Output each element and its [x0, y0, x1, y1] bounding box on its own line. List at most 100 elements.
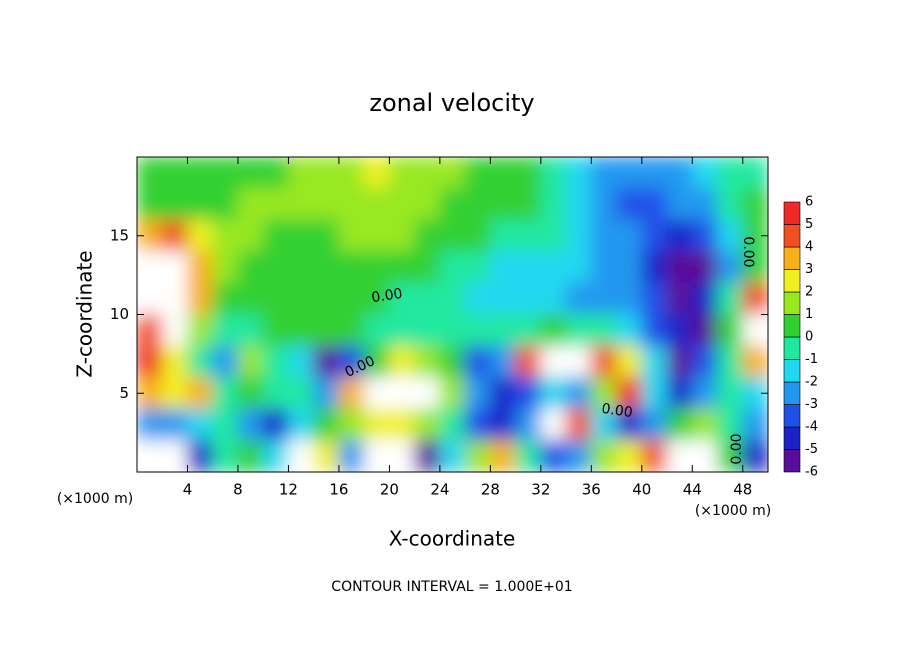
field-cell — [464, 157, 491, 189]
field-cell — [137, 251, 163, 284]
field-cell — [641, 219, 668, 252]
field-cell — [287, 251, 315, 284]
field-cell — [137, 408, 163, 441]
field-cell — [363, 440, 390, 472]
field-cell — [616, 314, 643, 347]
colorbar-label: -1 — [805, 352, 818, 367]
field-cell — [691, 314, 719, 347]
field-cell — [742, 345, 768, 378]
field-cell — [489, 157, 517, 189]
field-cell — [313, 377, 340, 410]
field-cell — [590, 188, 618, 221]
field-cell — [515, 251, 542, 284]
field-cell — [691, 188, 719, 221]
field-cell — [186, 251, 214, 284]
field-cell — [565, 188, 592, 221]
field-cell — [186, 188, 214, 221]
field-cell — [414, 314, 441, 347]
field-cell — [565, 314, 592, 347]
field-cell — [313, 251, 340, 284]
field-cell — [363, 345, 390, 378]
field-cell — [414, 282, 441, 315]
field-cell — [641, 408, 668, 441]
x-tick-label: 24 — [430, 481, 449, 499]
field-cell — [616, 219, 643, 252]
field-cell — [137, 157, 163, 189]
field-cell — [137, 440, 163, 472]
field-cell — [313, 314, 340, 347]
field-cell — [161, 188, 188, 221]
colorbar-label: 3 — [805, 262, 813, 277]
field-cell — [212, 440, 239, 472]
field-cell — [237, 157, 264, 189]
field-cell — [262, 157, 289, 189]
field-cell — [137, 345, 163, 378]
field-cell — [666, 377, 693, 410]
field-cell — [464, 188, 491, 221]
field-cell — [414, 157, 441, 189]
field-cell — [489, 440, 517, 472]
field-cell — [287, 314, 315, 347]
field-cell — [439, 188, 466, 221]
field-cell — [388, 345, 416, 378]
field-cell — [641, 440, 668, 472]
field-cell — [641, 251, 668, 284]
field-cell — [186, 157, 214, 189]
field-cell — [540, 314, 567, 347]
field-cell — [439, 314, 466, 347]
colorbar-label: -4 — [805, 420, 818, 435]
field-cell — [691, 377, 719, 410]
field-cell — [313, 219, 340, 252]
field-cell — [616, 251, 643, 284]
field-cell — [565, 408, 592, 441]
field-cell — [186, 377, 214, 410]
contour-label: 0.00 — [740, 236, 756, 267]
field-cell — [237, 282, 264, 315]
field-cell — [691, 408, 719, 441]
field-cell — [691, 219, 719, 252]
field-cell — [237, 314, 264, 347]
field-cell — [717, 251, 744, 284]
field-cell — [540, 251, 567, 284]
field-cell — [616, 282, 643, 315]
field-cell — [161, 345, 188, 378]
field-cell — [287, 345, 315, 378]
field-cell — [338, 157, 365, 189]
field-cell — [137, 314, 163, 347]
field-cell — [641, 345, 668, 378]
field-cell — [287, 377, 315, 410]
x-tick-label: 44 — [683, 481, 702, 499]
field-cell — [363, 188, 390, 221]
field-cell — [388, 440, 416, 472]
colorbar-band — [783, 291, 801, 315]
field-cell — [262, 314, 289, 347]
field-cell — [313, 408, 340, 441]
field-cell — [161, 314, 188, 347]
field-cell — [717, 377, 744, 410]
field-cell — [414, 345, 441, 378]
field-cell — [666, 219, 693, 252]
field-cell — [616, 188, 643, 221]
y-tick-label: 15 — [110, 226, 129, 244]
field-cell — [742, 251, 768, 284]
field-cell — [439, 157, 466, 189]
field-cell — [212, 282, 239, 315]
field-cell — [186, 282, 214, 315]
field-cell — [565, 345, 592, 378]
field-cell — [237, 440, 264, 472]
field-cell — [414, 408, 441, 441]
field-cell — [590, 440, 618, 472]
colorbar-label: -6 — [805, 465, 818, 480]
field-cell — [137, 188, 163, 221]
field-cell — [338, 314, 365, 347]
field-cell — [237, 251, 264, 284]
field-cell — [540, 157, 567, 189]
field-cell — [515, 282, 542, 315]
field-cell — [666, 345, 693, 378]
field-cell — [237, 408, 264, 441]
field-cell — [641, 377, 668, 410]
colorbar-label: -3 — [805, 397, 818, 412]
field-cell — [287, 440, 315, 472]
colorbar-label: 5 — [805, 217, 813, 232]
